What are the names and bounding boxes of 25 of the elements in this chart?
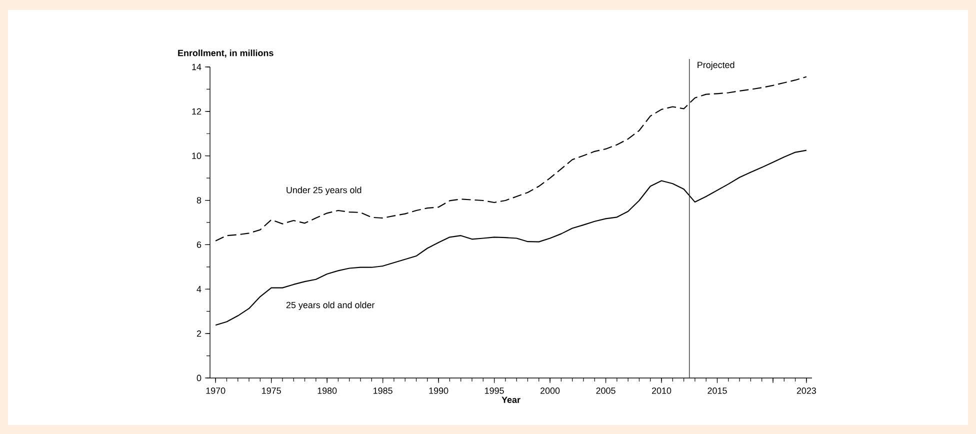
x-tick-label: 2015 bbox=[708, 388, 727, 394]
line-series bbox=[215, 76, 807, 242]
x-tick-label: 1980 bbox=[318, 388, 337, 394]
x-tick-label: 1990 bbox=[429, 388, 448, 394]
series-label: 25 years old and older bbox=[286, 302, 375, 310]
y-tick-label: 4 bbox=[196, 286, 202, 292]
x-tick-label: 1995 bbox=[485, 388, 504, 394]
x-tick-label: 2000 bbox=[540, 388, 560, 394]
y-axis-title: Enrollment, in millions bbox=[178, 50, 274, 58]
series-label: Under 25 years old bbox=[286, 186, 362, 195]
y-tick-label: 8 bbox=[196, 197, 202, 204]
y-tick-label: 2 bbox=[196, 330, 202, 337]
y-tick-label: 14 bbox=[192, 64, 202, 70]
y-tick-label: 10 bbox=[192, 152, 202, 160]
ref-line-label: Projected bbox=[698, 62, 734, 70]
x-tick-label: 2005 bbox=[596, 388, 616, 394]
x-tick-label: 1975 bbox=[262, 388, 281, 394]
x-tick-label: 1970 bbox=[206, 388, 226, 394]
x-axis-title: Year bbox=[502, 396, 520, 403]
x-tick-label: 2023 bbox=[796, 388, 816, 394]
y-tick-label: 6 bbox=[196, 242, 202, 248]
y-tick-label: 0 bbox=[196, 374, 202, 382]
y-tick-label: 12 bbox=[192, 108, 202, 115]
x-tick-label: 2010 bbox=[652, 388, 672, 394]
x-tick-label: 1985 bbox=[374, 388, 392, 394]
